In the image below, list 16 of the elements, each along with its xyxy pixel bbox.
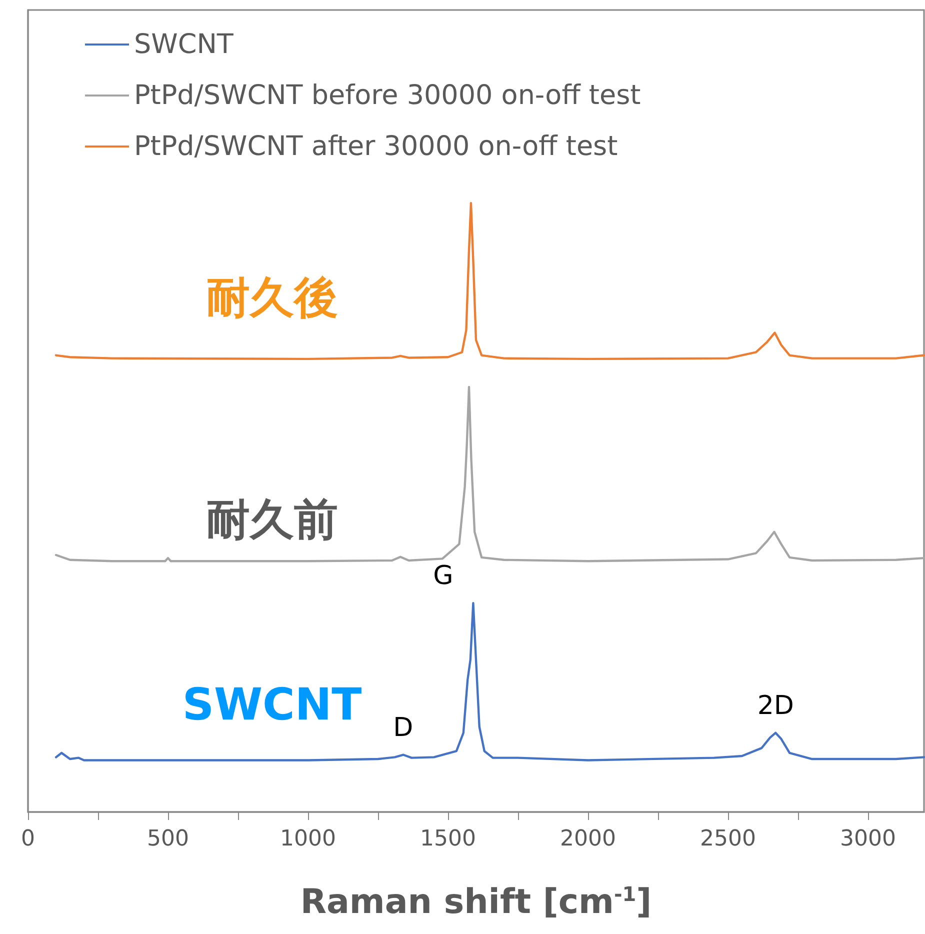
x-tick-label: 1000 xyxy=(280,826,336,852)
annotation: 耐久後 xyxy=(206,272,338,324)
annotation: SWCNT xyxy=(182,680,362,730)
annotation: 耐久前 xyxy=(206,494,338,546)
x-tick-label: 1500 xyxy=(420,826,476,852)
annotation: 2D xyxy=(757,690,794,721)
x-tick-label: 0 xyxy=(21,826,35,852)
x-tick-label: 2000 xyxy=(560,826,616,852)
x-tick-label: 2500 xyxy=(700,826,756,852)
x-tick-label: 3000 xyxy=(840,826,896,852)
x-tick-label: 500 xyxy=(147,826,189,852)
legend-label: PtPd/SWCNT before 30000 on-off test xyxy=(134,80,641,111)
legend-label: SWCNT xyxy=(134,29,234,60)
annotation: D xyxy=(393,712,414,743)
legend-label: PtPd/SWCNT after 30000 on-off test xyxy=(134,131,618,162)
annotation: G xyxy=(433,561,454,592)
